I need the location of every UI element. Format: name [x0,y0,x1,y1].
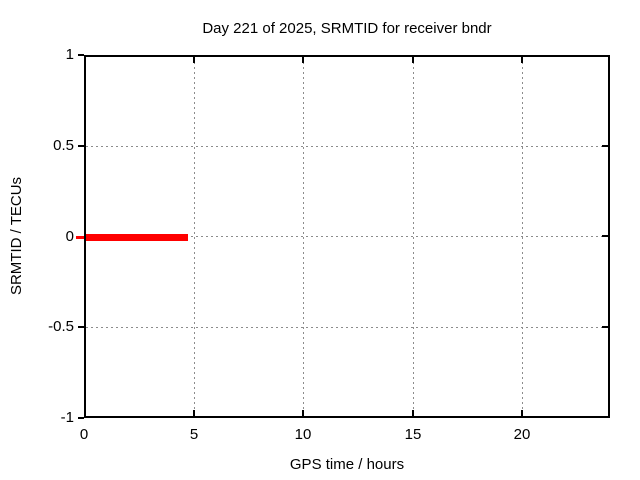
gridline-x-20 [522,57,523,416]
xtick-top-10 [302,57,304,63]
ytick-right-0.5 [602,145,608,147]
xtick-label-5: 5 [189,426,199,443]
plot-area [76,54,610,419]
xtick-bottom-10 [302,410,304,416]
ytick-1 [78,54,84,56]
gridline-y-0 [86,236,608,237]
xtick-bottom-15 [412,410,414,416]
xtick-label-10: 10 [294,426,312,443]
ytick-label-1: 1 [65,46,74,63]
series-srmtid-line [86,234,188,241]
ytick-label-neg0.5: -0.5 [48,318,74,335]
ytick-label-0: 0 [65,228,74,245]
ytick-neg1 [78,417,84,419]
series-srmtid-axis-tick [76,236,84,239]
gridline-x-15 [413,57,414,416]
ytick-label-0.5: 0.5 [53,137,74,154]
plot-border [84,55,610,418]
xtick-top-15 [412,57,414,63]
ytick-right-neg0.5 [602,326,608,328]
xtick-top-5 [193,57,195,63]
gridline-x-10 [303,57,304,416]
ytick-label-neg1: -1 [60,409,74,426]
xtick-label-0: 0 [79,426,89,443]
ytick-0.5 [78,145,84,147]
x-axis-label: GPS time / hours [289,456,405,473]
gridline-y-neg0.5 [86,327,608,328]
xtick-label-20: 20 [513,426,531,443]
xtick-top-20 [521,57,523,63]
xtick-bottom-5 [193,410,195,416]
ytick-right-0 [602,235,608,237]
gridline-x-5 [194,57,195,416]
ytick-neg0.5 [78,326,84,328]
gridline-y-0.5 [86,146,608,147]
xtick-bottom-20 [521,410,523,416]
chart-title: Day 221 of 2025, SRMTID for receiver bnd… [202,20,492,37]
xtick-label-15: 15 [404,426,422,443]
